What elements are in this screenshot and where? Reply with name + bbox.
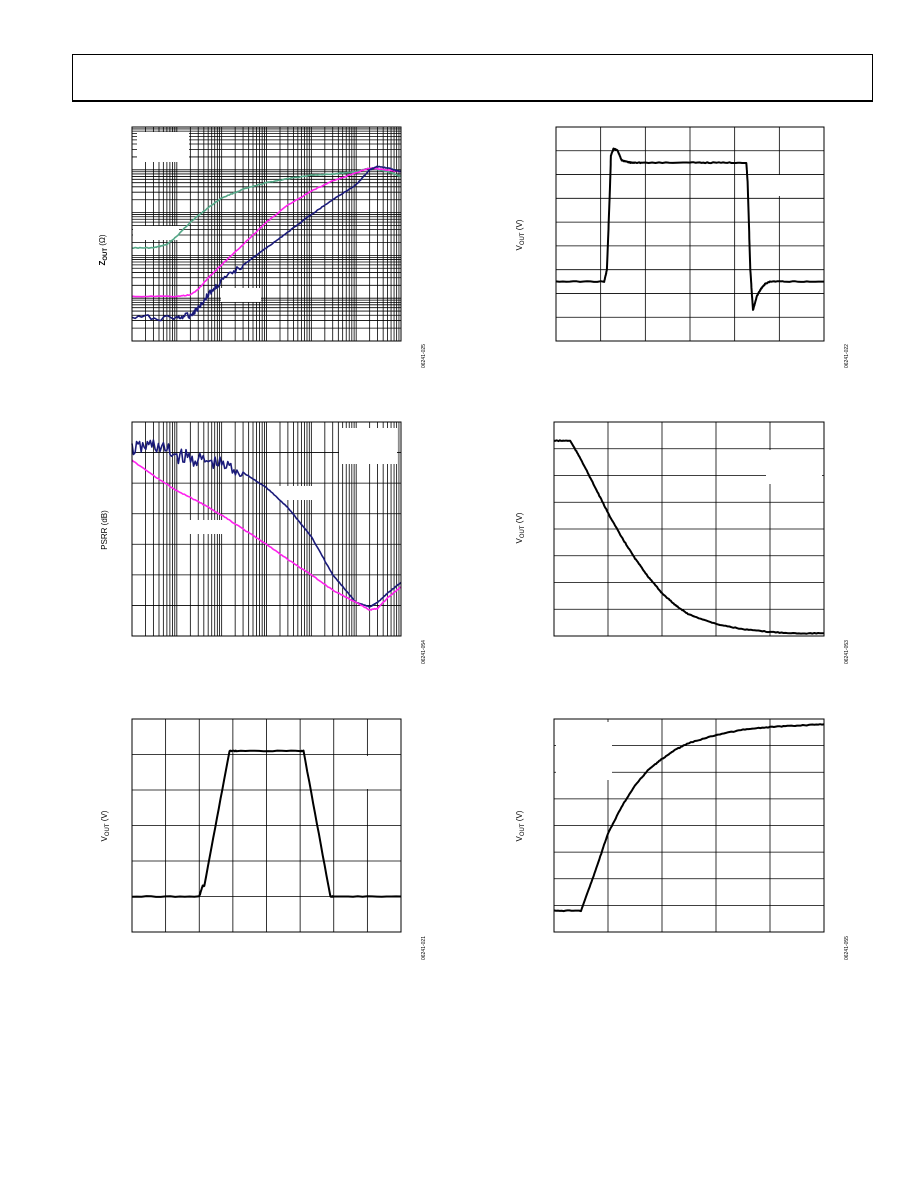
pulse-mask-right	[343, 756, 399, 789]
step-ylabel-main: V	[515, 244, 524, 250]
rise-figure-id: 06241-055	[844, 936, 850, 960]
zout-ylabel-sub: OUT	[103, 248, 109, 261]
psrr-figure-id: 06241-054	[421, 640, 427, 664]
rise-ylabel-unit: (V)	[515, 810, 524, 823]
psrr-mask-left	[187, 520, 225, 534]
pulse-ylabel-unit: (V)	[100, 810, 109, 823]
psrr-series-magenta-line	[131, 459, 402, 611]
step-annotation-masks	[736, 175, 822, 196]
psrr-series-navy-line	[131, 439, 402, 608]
zout-series-navy-line	[131, 165, 402, 322]
psrr-mask-top-right	[339, 428, 397, 464]
svg-text:VOUT (V): VOUT (V)	[515, 512, 526, 543]
decay-ylabel-unit: (V)	[515, 512, 524, 525]
zout-mask-bottom	[221, 288, 261, 302]
zout-series-magenta-line	[131, 167, 402, 298]
pulse-chart-panel: VOUT (V) 06241-021	[95, 714, 445, 964]
step-ylabel-unit: (V)	[515, 219, 524, 232]
pulse-ylabel-sub: OUT	[105, 823, 111, 836]
step-ylabel-sub: OUT	[520, 232, 526, 245]
rise-chart-panel: VOUT (V) 06241-055	[510, 714, 860, 964]
psrr-chart: PSRR (dB) 06241-054	[100, 421, 427, 664]
zout-mask-top-left	[137, 132, 189, 162]
decay-series-black-line	[553, 439, 825, 635]
decay-figure-id: 06241-053	[844, 640, 850, 664]
svg-text:VOUT (V): VOUT (V)	[515, 810, 526, 841]
pulse-figure-id: 06241-021	[421, 936, 427, 960]
zout-series	[131, 165, 402, 322]
decay-series	[553, 439, 825, 635]
psrr-series	[131, 439, 402, 611]
pulse-plot-border	[131, 718, 402, 933]
psrr-ylabel: PSRR (dB)	[100, 510, 109, 550]
zout-annotation-masks	[133, 132, 261, 302]
zout-ylabel-unit: (Ω)	[98, 234, 107, 248]
psrr-chart-panel: PSRR (dB) 06241-054	[95, 418, 445, 668]
pulse-chart: VOUT (V) 06241-021	[100, 718, 427, 960]
step-chart: VOUT (V) 06241-022	[515, 126, 850, 368]
rise-ylabel: VOUT (V)	[515, 810, 526, 841]
step-ylabel: VOUT (V)	[515, 219, 526, 250]
step-series	[555, 147, 824, 311]
pulse-ylabel-main: V	[100, 835, 109, 841]
page-header-box	[72, 54, 873, 102]
step-chart-panel: VOUT (V) 06241-022	[510, 122, 860, 372]
rise-series	[553, 723, 825, 913]
pulse-annotation-masks	[343, 756, 399, 789]
step-plot-border	[555, 126, 825, 342]
decay-chart-panel: VOUT (V) 06241-053	[510, 418, 860, 668]
rise-mask-left	[556, 722, 612, 780]
zout-ylabel-main: Z	[98, 261, 107, 266]
decay-plot-border	[553, 421, 825, 637]
psrr-annotation-masks	[187, 428, 397, 534]
zout-figure-id: 06241-025	[421, 344, 427, 368]
pulse-series-black-line	[131, 749, 402, 898]
zout-chart-panel: ZOUT (Ω) 06241-025	[95, 122, 445, 372]
svg-text:VOUT (V): VOUT (V)	[100, 810, 111, 841]
zout-ylabel: ZOUT (Ω)	[98, 234, 109, 265]
step-response-series-black-line	[555, 147, 824, 311]
rise-annotation-masks	[556, 722, 612, 780]
decay-ylabel: VOUT (V)	[515, 512, 526, 543]
rise-series-black-line	[553, 723, 825, 913]
decay-ylabel-main: V	[515, 537, 524, 543]
decay-chart: VOUT (V) 06241-053	[515, 421, 850, 664]
pulse-ylabel: VOUT (V)	[100, 810, 111, 841]
svg-text:VOUT (V): VOUT (V)	[515, 219, 526, 250]
rise-plot-border	[553, 718, 825, 933]
decay-mask-right	[766, 450, 822, 484]
zout-chart: ZOUT (Ω) 06241-025	[98, 126, 427, 368]
pulse-series	[131, 749, 402, 898]
rise-ylabel-sub: OUT	[520, 823, 526, 836]
rise-chart: VOUT (V) 06241-055	[515, 718, 850, 960]
psrr-mask-center	[273, 486, 313, 500]
step-figure-id: 06241-022	[844, 344, 850, 368]
decay-annotation-masks	[766, 450, 822, 484]
zout-mask-left	[133, 226, 179, 240]
decay-ylabel-sub: OUT	[520, 525, 526, 538]
rise-ylabel-main: V	[515, 835, 524, 841]
zout-plot-border	[131, 126, 402, 342]
psrr-ylabel-text: PSRR (dB)	[100, 510, 109, 550]
svg-text:ZOUT (Ω): ZOUT (Ω)	[98, 234, 109, 265]
psrr-plot-border	[131, 421, 402, 637]
step-mask-right	[736, 175, 822, 196]
